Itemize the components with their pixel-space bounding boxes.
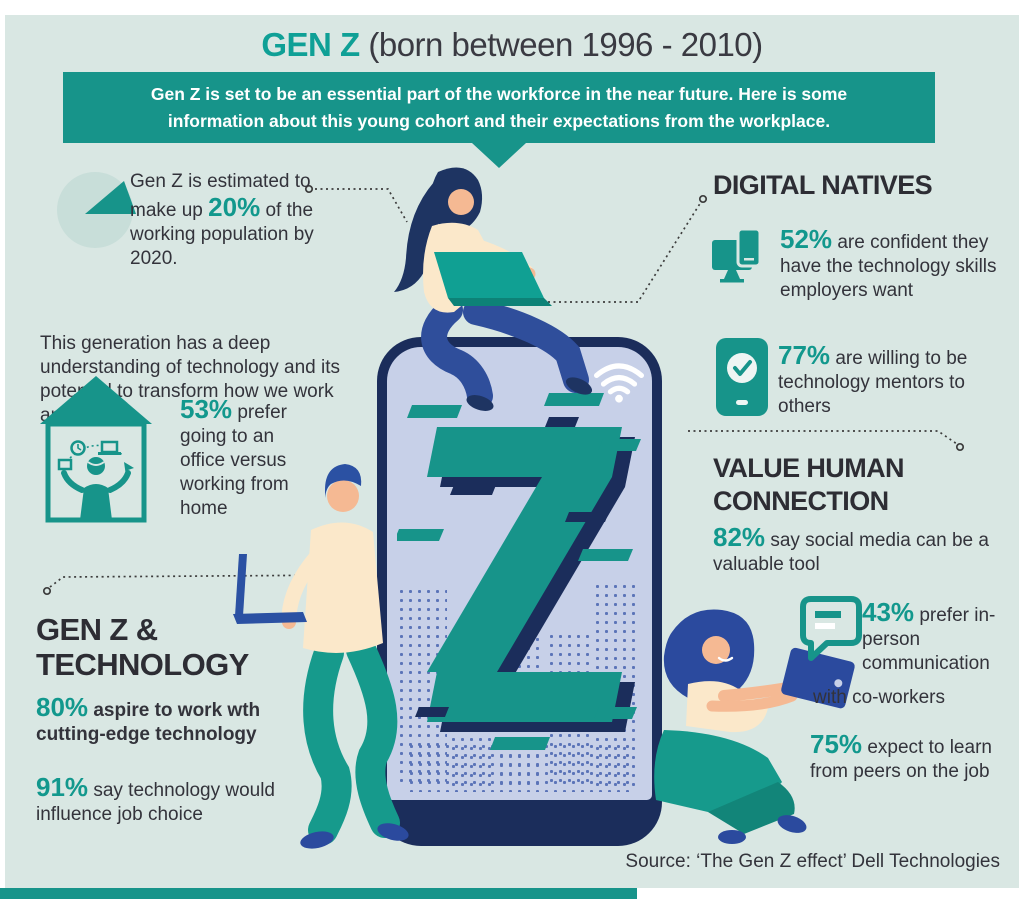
- peers-stat: 75% expect to learn from peers on the jo…: [810, 731, 1024, 784]
- genz-tech-heading: GEN Z & TECHNOLOGY: [36, 612, 249, 682]
- estimate-pre: Gen Z is estimated to make up: [130, 171, 311, 221]
- peers-value: 75%: [810, 729, 863, 759]
- digital-natives-heading: DIGITAL NATIVES: [713, 170, 933, 200]
- confident-text: are confident they have the technology s…: [780, 232, 997, 301]
- in-person-text: prefer in-person communication: [862, 605, 996, 674]
- bottom-accent-bar: [0, 888, 637, 899]
- in-person-stat: 43% prefer in-person communication: [862, 599, 1022, 676]
- home-office-icon: [40, 376, 152, 523]
- woman-tablet-illustration: [654, 609, 855, 844]
- woman-laptop-illustration: [394, 167, 593, 411]
- title-rest: (born between 1996 - 2010): [359, 26, 763, 63]
- office-value: 53%: [180, 394, 233, 424]
- job-choice-stat: 91% say technology would influence job c…: [36, 774, 318, 827]
- wifi-icon: [594, 363, 644, 403]
- job-choice-text: say technology would influence job choic…: [36, 780, 275, 825]
- social-media-value: 82%: [713, 522, 766, 552]
- in-person-stat-line2: with co-workers: [813, 687, 945, 708]
- banner-line2: information about this young cohort and …: [167, 110, 831, 131]
- pie-chart-icon: [57, 172, 136, 248]
- estimate-post: of the working population by 2020.: [130, 199, 314, 269]
- big-z-graphic: [397, 393, 641, 750]
- cutting-edge-text: aspire to work wth cutting-edge technolo…: [36, 700, 261, 745]
- social-media-text: say social media can be a valuable tool: [713, 530, 989, 575]
- mentor-stat: 77% are willing to be technology mentors…: [778, 342, 1018, 419]
- source-credit: Source: ‘The Gen Z effect’ Dell Technolo…: [625, 851, 1000, 872]
- title-highlight: GEN Z: [261, 26, 360, 63]
- social-media-stat: 82% say social media can be a valuable t…: [713, 524, 1015, 577]
- man-laptop-illustration: [233, 464, 409, 849]
- job-choice-value: 91%: [36, 772, 89, 802]
- mentor-value: 77%: [778, 340, 831, 370]
- intro-banner: Gen Z is set to be an essential part of …: [63, 72, 935, 143]
- mentor-text: are willing to be technology mentors to …: [778, 348, 968, 417]
- cutting-edge-stat: 80% aspire to work wth cutting-edge tech…: [36, 694, 308, 747]
- smartphone-illustration: [377, 337, 662, 846]
- devices-icon: [712, 228, 762, 283]
- banner-pointer-arrow: [472, 143, 526, 168]
- cutting-edge-value: 80%: [36, 692, 89, 722]
- in-person-value: 43%: [862, 597, 915, 627]
- confident-value: 52%: [780, 224, 833, 254]
- estimate-stat: Gen Z is estimated to make up 20% of the…: [130, 170, 344, 271]
- office-stat: 53% prefer going to an office versus wor…: [180, 396, 312, 521]
- peers-text: expect to learn from peers on the job: [810, 737, 992, 782]
- banner-line1: Gen Z is set to be an essential part of …: [150, 84, 848, 105]
- human-connection-heading: VALUE HUMAN CONNECTION: [713, 453, 904, 516]
- smartphone-screen: [387, 347, 652, 800]
- estimate-value: 20%: [208, 191, 261, 222]
- confident-stat: 52% are confident they have the technolo…: [780, 226, 1022, 303]
- dot-matrix: [407, 742, 632, 792]
- office-text: prefer going to an office versus working…: [180, 402, 289, 519]
- page-title: GEN Z (born between 1996 - 2010): [0, 26, 1024, 64]
- phone-check-icon: [716, 338, 768, 416]
- speech-bubble-icon: [800, 596, 862, 661]
